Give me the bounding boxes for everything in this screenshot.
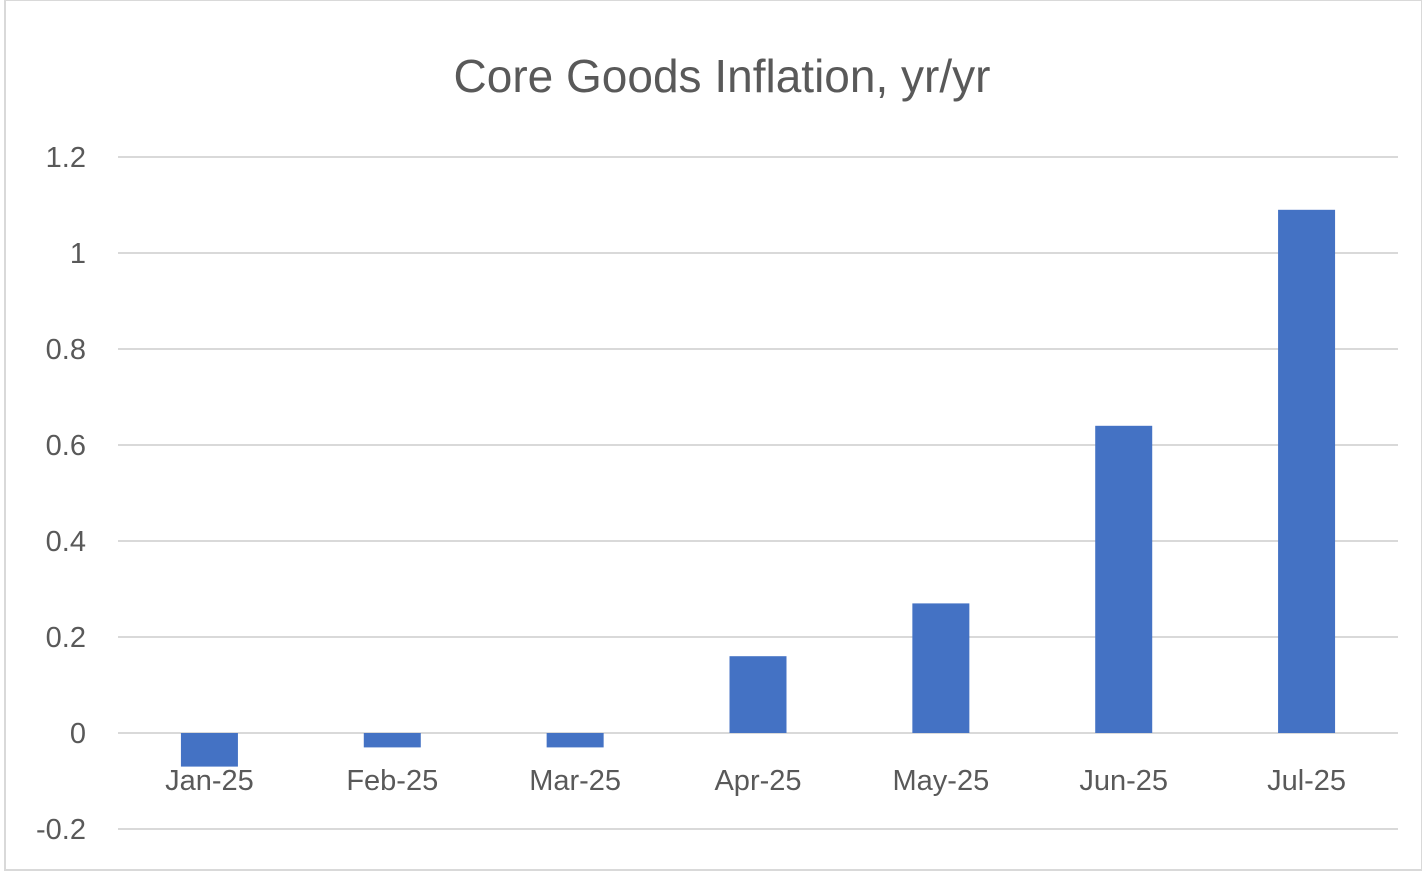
y-tick-label: 0.6 [46,430,86,462]
bar-may-25 [912,603,970,733]
x-tick-label: Apr-25 [714,765,801,797]
y-tick-label: 0.8 [46,334,86,366]
y-tick-label: 1.2 [46,142,86,174]
bar-jan-25 [180,733,238,767]
bar-apr-25 [729,656,787,733]
bar-jun-25 [1095,425,1153,733]
bar-mar-25 [546,733,604,748]
x-tick-label: Jan-25 [165,765,254,797]
bar-jul-25 [1278,209,1336,734]
bar-feb-25 [363,733,421,748]
y-tick-label: 0.4 [46,526,86,558]
x-tick-label: Feb-25 [346,765,438,797]
x-tick-label: Jun-25 [1079,765,1168,797]
bars [180,209,1336,767]
y-tick-label: -0.2 [36,814,86,846]
chart-border [4,0,1422,871]
y-tick-label: 0 [70,718,86,750]
chart-title: Core Goods Inflation, yr/yr [454,50,991,102]
y-axis-tick-labels: 1.2 1 0.8 0.6 0.4 0.2 0 -0.2 [36,142,86,846]
y-tick-label: 1 [70,238,86,270]
x-tick-label: Jul-25 [1267,765,1346,797]
y-tick-label: 0.2 [46,622,86,654]
x-axis-tick-labels: Jan-25 Feb-25 Mar-25 Apr-25 May-25 Jun-25 Jul-… [165,765,1346,797]
x-tick-label: Mar-25 [529,765,621,797]
x-tick-label: May-25 [893,765,990,797]
